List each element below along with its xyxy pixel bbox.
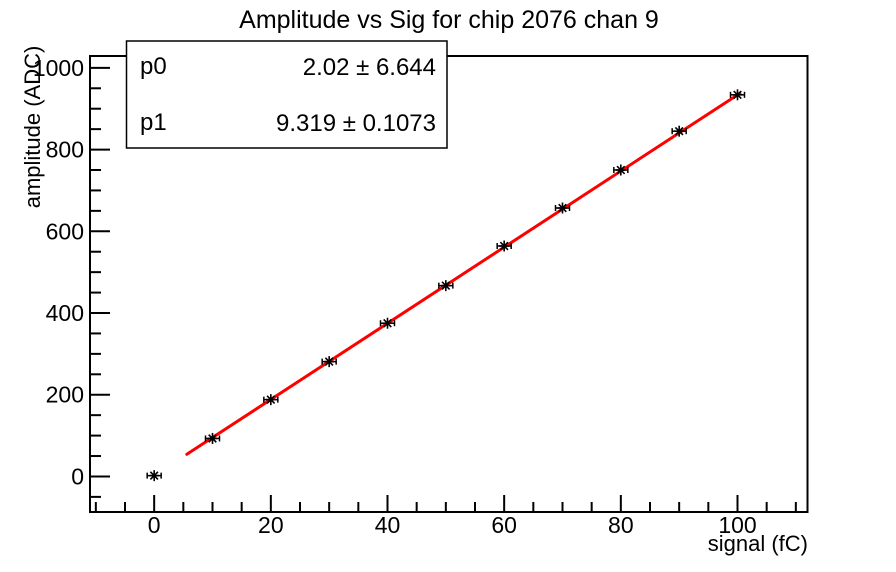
data-point [496,240,512,252]
x-tick-label: 40 [375,512,401,538]
y-tick-label: 1000 [33,55,84,81]
y-tick-label: 0 [71,463,84,489]
marker-spoke-d2 [149,471,159,481]
data-point [379,317,396,329]
x-tick-label: 20 [258,512,284,538]
x-tick-label: 100 [718,512,756,538]
stats-p0-label: p0 [140,53,167,80]
data-point [554,202,571,214]
y-tick-label: 400 [46,300,84,326]
plot-frame [89,55,809,513]
data-point [263,394,279,406]
x-axis-title: signal (fC) [708,531,808,556]
stats-p1-value: 9.319 ± 0.1073 [276,110,436,137]
marker-spoke-d2 [499,241,509,251]
marker-spoke-d2 [616,165,626,175]
marker-spoke-d2 [558,203,567,213]
stats-box-border [125,40,448,149]
y-tick-label: 600 [46,218,84,244]
y-tick-label: 800 [46,137,84,163]
data-point [204,432,221,444]
marker-spoke-d2 [441,281,451,291]
marker-spoke-d2 [208,434,217,443]
y-tick-label: 200 [46,382,84,408]
data-point [671,125,687,137]
marker-spoke-d2 [324,357,334,367]
data-point [438,280,454,292]
y-axis-title: amplitude (ADC) [20,46,45,209]
stats-p1-label: p1 [140,109,167,136]
data-point [729,89,746,101]
fit-line [185,91,742,456]
marker-spoke-d2 [266,395,276,405]
stats-box: p0 2.02 ± 6.644 p1 9.319 ± 0.1073 [125,40,448,149]
marker-spoke-d2 [383,318,392,328]
chart-title: Amplitude vs Sig for chip 2076 chan 9 [239,6,659,34]
marker-spoke-d2 [733,90,742,100]
stats-p0-value: 2.02 ± 6.644 [303,54,436,81]
marker-spoke-d2 [674,126,684,136]
data-point [613,164,629,176]
x-tick-label: 60 [491,512,517,538]
data-point [321,356,337,368]
x-tick-label: 0 [148,512,161,538]
data-point [146,470,162,482]
x-tick-label: 80 [608,512,634,538]
